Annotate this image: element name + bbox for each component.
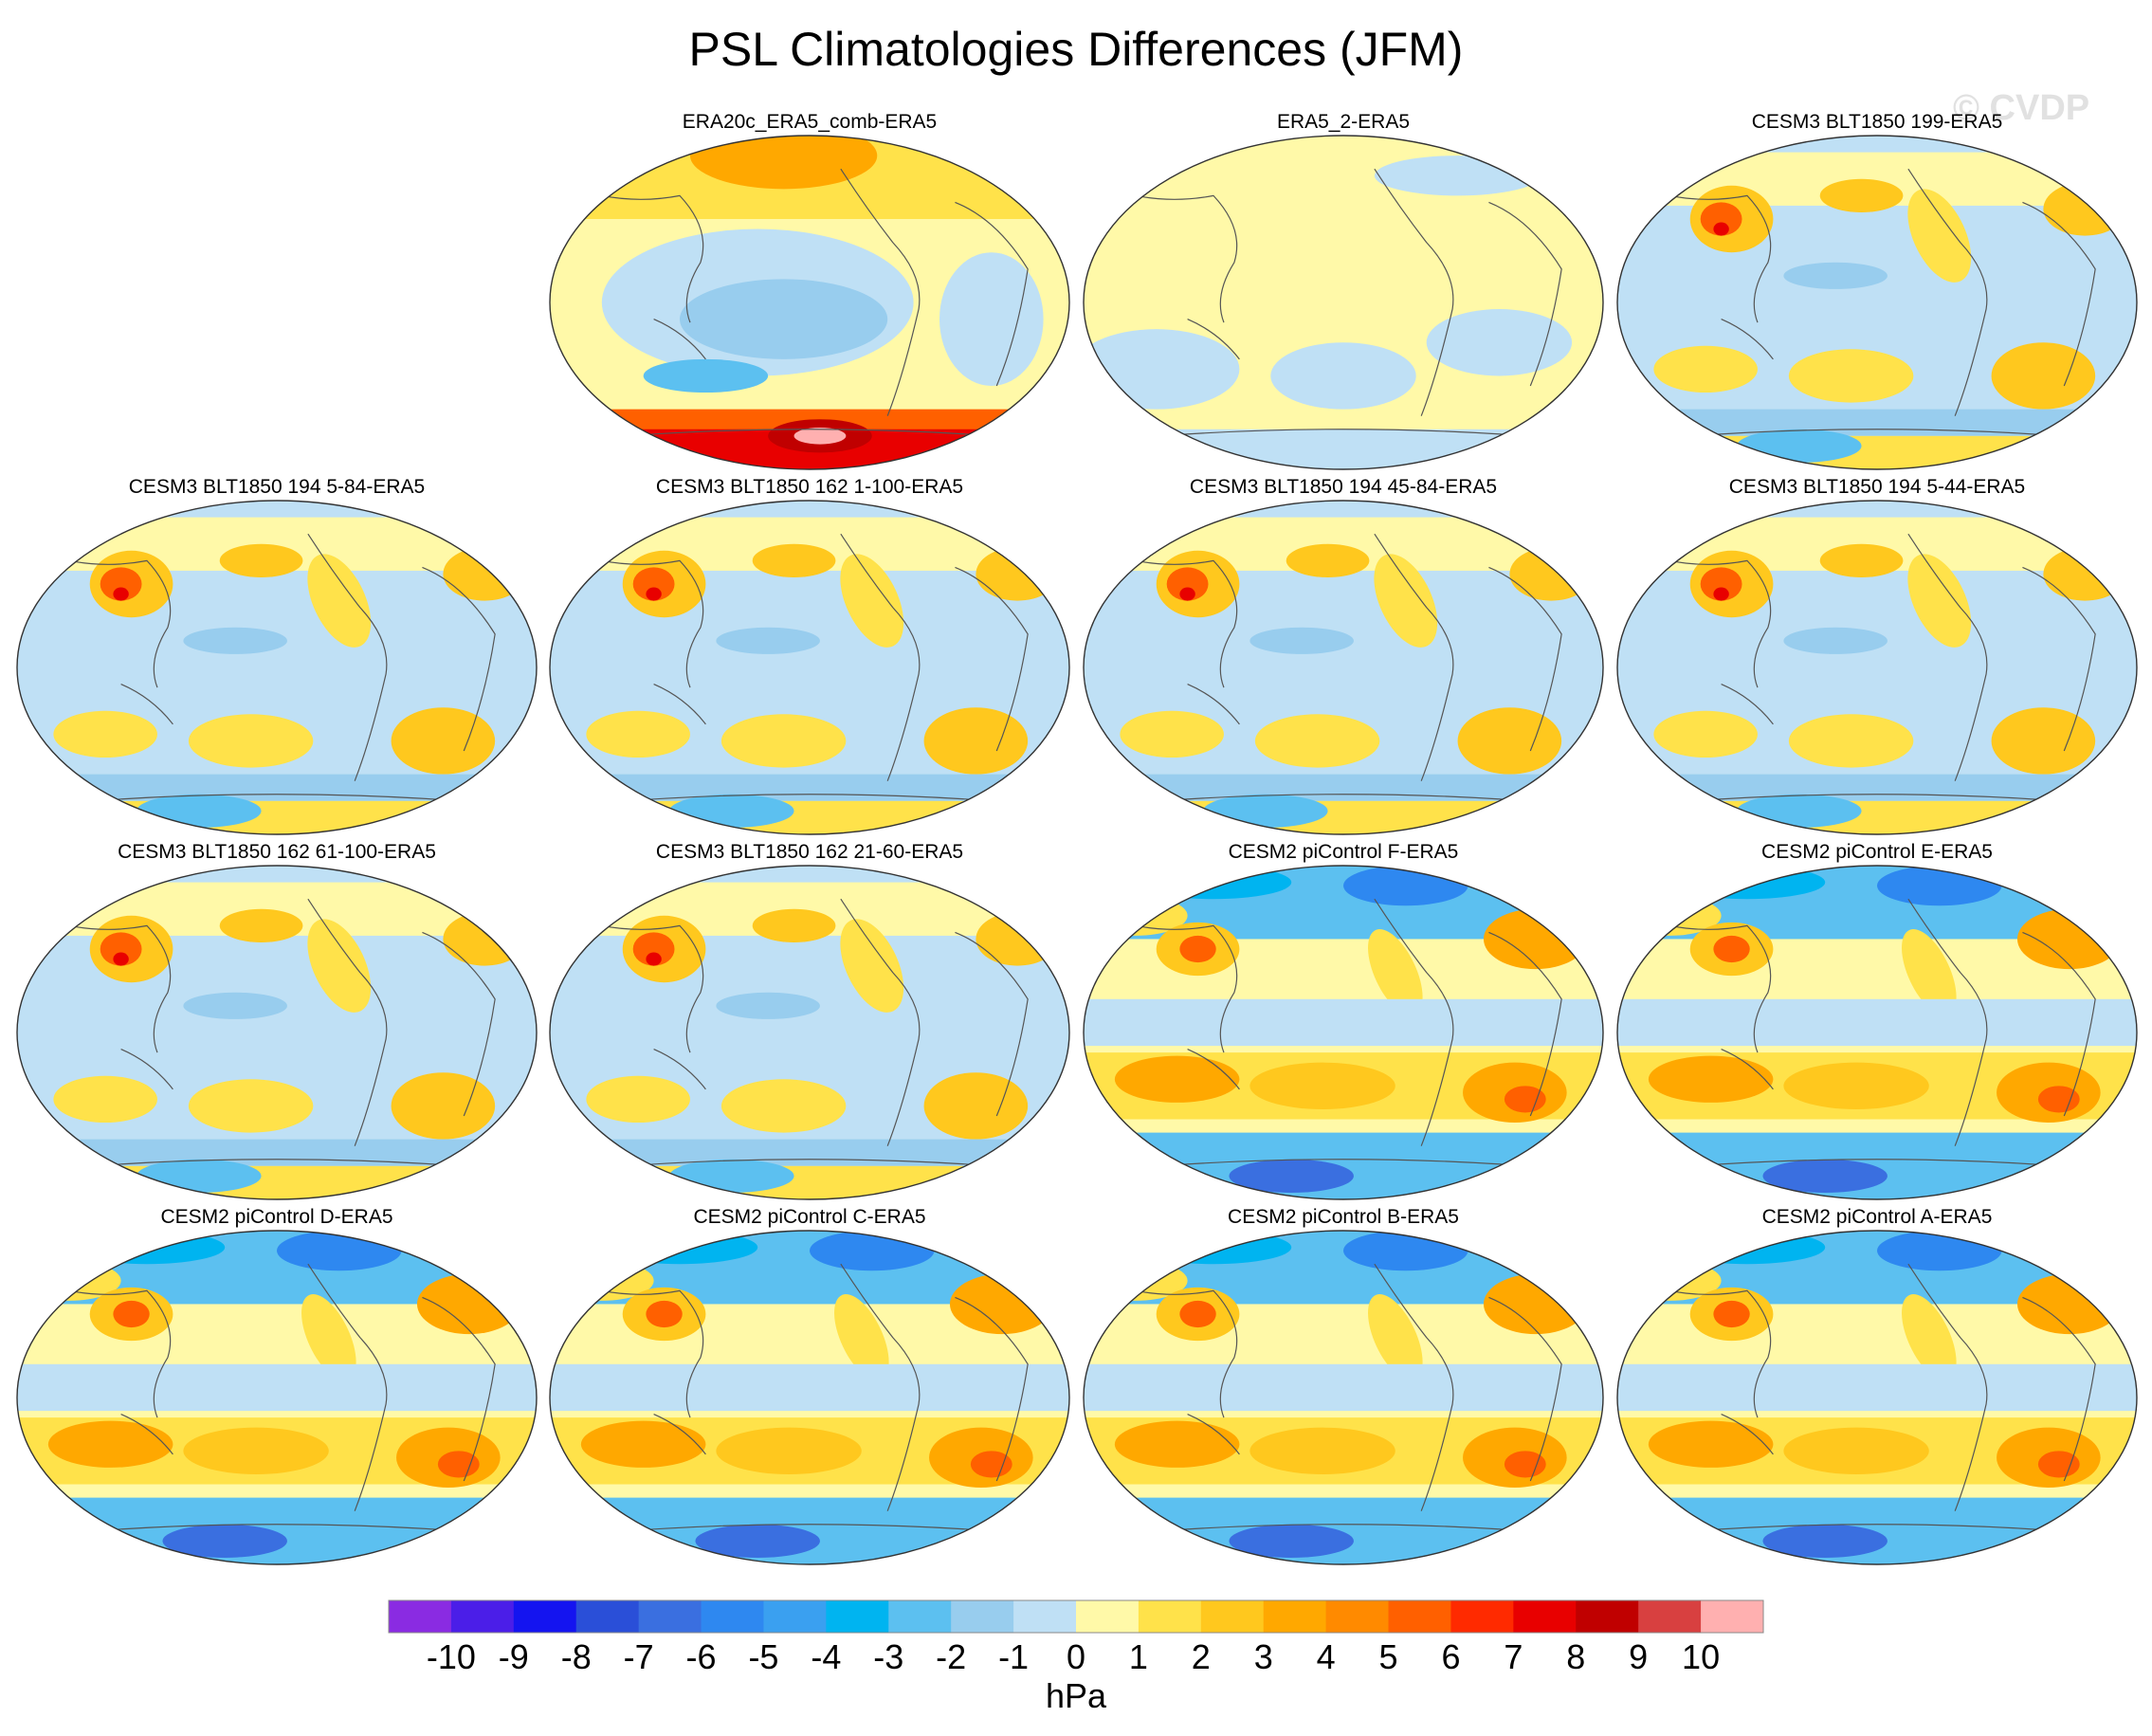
map-outline	[1616, 1230, 2138, 1565]
colorbar-swatch	[826, 1600, 889, 1633]
map-panel	[1617, 866, 2137, 1199]
figure-title: PSL Climatologies Differences (JFM)	[688, 23, 1464, 76]
panel-title: CESM2 piControl D-ERA5	[160, 1206, 393, 1228]
panel-title: CESM2 piControl C-ERA5	[693, 1206, 926, 1228]
colorbar-swatch	[638, 1600, 702, 1633]
map-outline	[16, 500, 538, 835]
colorbar-swatch	[1576, 1600, 1639, 1633]
colorbar-swatch	[1513, 1600, 1577, 1633]
colorbar-swatch	[1325, 1600, 1390, 1633]
map-outline	[1616, 135, 2138, 470]
map-outline	[16, 865, 538, 1200]
cvdp-watermark: © CVDP	[1953, 88, 2090, 128]
colorbar-swatch	[1638, 1600, 1702, 1633]
panel-title: CESM3 BLT1850 162 21-60-ERA5	[655, 841, 964, 863]
map-outline	[1616, 500, 2138, 835]
colorbar-swatch	[1701, 1600, 1764, 1633]
panel-title: CESM3 BLT1850 194 45-84-ERA5	[1189, 476, 1498, 498]
panel-title: CESM2 piControl E-ERA5	[1761, 841, 1993, 863]
colorbar-swatch	[389, 1600, 452, 1633]
panel-title: CESM2 piControl B-ERA5	[1228, 1206, 1459, 1228]
map-panel	[1084, 136, 1603, 469]
map-outline	[1083, 135, 1604, 470]
colorbar-swatch	[1200, 1600, 1265, 1633]
colorbar-swatch	[701, 1600, 764, 1633]
panel-title: CESM2 piControl A-ERA5	[1761, 1206, 1993, 1228]
colorbar-swatch	[1076, 1600, 1140, 1633]
map-outline	[549, 1230, 1070, 1565]
colorbar-border	[388, 1599, 1764, 1634]
map-panel	[550, 501, 1069, 834]
map-panel	[1617, 136, 2137, 469]
panel-title: ERA20c_ERA5_comb-ERA5	[682, 111, 938, 133]
map-panel	[1617, 1231, 2137, 1564]
panel-title: CESM3 BLT1850 194 5-44-ERA5	[1728, 476, 2026, 498]
map-outline	[549, 865, 1070, 1200]
colorbar-swatch	[888, 1600, 952, 1633]
colorbar-swatch	[1263, 1600, 1327, 1633]
colorbar-swatch	[575, 1600, 640, 1633]
colorbar-swatch	[951, 1600, 1014, 1633]
colorbar-swatch	[450, 1600, 515, 1633]
map-outline	[549, 500, 1070, 835]
colorbar-swatch	[1450, 1600, 1514, 1633]
colorbar-swatch	[1138, 1600, 1202, 1633]
map-panel	[550, 1231, 1069, 1564]
map-outline	[16, 1230, 538, 1565]
panel-title: CESM3 BLT1850 162 1-100-ERA5	[655, 476, 964, 498]
map-outline	[549, 135, 1070, 470]
coastlines	[550, 533, 1069, 809]
colorbar-swatch	[1388, 1600, 1451, 1633]
panel-title: CESM3 BLT1850 162 61-100-ERA5	[118, 841, 436, 863]
colorbar-units: hPa	[1045, 1676, 1107, 1715]
map-outline	[1083, 1230, 1604, 1565]
map-outline	[1083, 500, 1604, 835]
map-panels	[16, 135, 2138, 1565]
map-panel	[17, 1231, 537, 1564]
panel-title: ERA5_2-ERA5	[1276, 111, 1411, 133]
colorbar-swatch	[513, 1600, 577, 1633]
panel-title: CESM2 piControl F-ERA5	[1228, 841, 1459, 863]
map-panel	[550, 866, 1069, 1199]
map-outline	[1616, 865, 2138, 1200]
panel-title: CESM3 BLT1850 199-ERA5	[1751, 111, 2003, 133]
map-outline	[1083, 865, 1604, 1200]
panel-title: CESM3 BLT1850 194 5-84-ERA5	[128, 476, 426, 498]
colorbar-swatch	[763, 1600, 827, 1633]
colorbar-swatch	[1013, 1600, 1077, 1633]
